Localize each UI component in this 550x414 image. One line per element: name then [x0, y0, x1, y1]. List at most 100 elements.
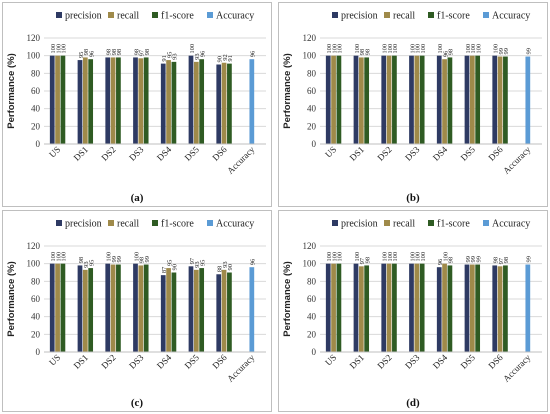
bar-precision: [188, 266, 194, 352]
bar-precision: [105, 263, 111, 352]
bar-precision: [188, 55, 194, 144]
data-label: 97: [189, 257, 196, 264]
data-label: 100: [382, 252, 389, 262]
data-label: 91: [227, 55, 234, 62]
data-label: 93: [83, 261, 90, 268]
data-label: 98: [144, 49, 151, 56]
data-label: 98: [493, 257, 500, 264]
legend-swatch: [152, 12, 158, 18]
data-label: 90: [217, 56, 224, 63]
bar-precision: [105, 57, 111, 144]
data-label: 99: [111, 256, 118, 263]
data-label: 90: [172, 264, 179, 271]
data-label: 90: [227, 264, 234, 271]
y-tick-label: 100: [27, 51, 41, 61]
legend-swatch: [56, 12, 62, 18]
bar-recall: [442, 263, 447, 352]
data-label: 98: [116, 49, 123, 56]
bar-precision: [216, 274, 222, 352]
bar-f1-score: [419, 55, 425, 144]
legend-swatch: [483, 220, 489, 226]
bar-f1-score: [475, 264, 481, 352]
bar-precision: [160, 63, 166, 144]
bar-recall: [221, 269, 227, 352]
legend-swatch: [56, 220, 62, 226]
data-label: 99: [526, 256, 533, 263]
bar-precision: [381, 263, 387, 352]
panel-caption: (a): [131, 192, 144, 204]
legend-label: f1-score: [161, 11, 194, 22]
data-label: 100: [50, 44, 57, 54]
data-label: 93: [194, 261, 201, 268]
bar-precision: [49, 55, 55, 144]
bar-f1-score: [60, 55, 66, 144]
y-tick-label: 80: [31, 68, 41, 78]
bar-recall: [166, 60, 171, 145]
bar-precision: [353, 55, 359, 144]
bar-f1-score: [475, 55, 481, 144]
data-label: 96: [250, 258, 257, 265]
y-tick-label: 40: [307, 104, 317, 114]
data-label: 98: [83, 49, 90, 56]
data-label: 100: [326, 252, 333, 262]
data-label: 100: [465, 44, 472, 54]
data-label: 100: [61, 252, 68, 262]
data-label: 99: [116, 256, 123, 263]
legend-label: precision: [341, 11, 378, 22]
data-label: 99: [526, 48, 533, 55]
data-label: 98: [448, 49, 455, 56]
data-label: 87: [161, 266, 168, 273]
panel-caption: (b): [406, 192, 420, 204]
legend-swatch: [483, 12, 489, 18]
data-label: 97: [498, 257, 505, 264]
data-label: 100: [493, 44, 500, 54]
data-label: 96: [199, 50, 206, 57]
panel-caption: (c): [131, 397, 144, 409]
data-label: 100: [409, 252, 416, 262]
legend-label: Accuracy: [216, 219, 254, 230]
legend-swatch: [384, 220, 390, 226]
data-label: 96: [88, 50, 95, 57]
bar-recall: [331, 263, 336, 352]
bar-f1-score: [116, 264, 121, 352]
data-label: 98: [503, 257, 510, 264]
y-tick-label: 0: [312, 347, 317, 357]
bar-recall: [138, 58, 144, 144]
legend-label: Accuracy: [492, 219, 530, 230]
data-label: 100: [470, 44, 477, 54]
data-label: 100: [55, 252, 62, 262]
bar-precision: [409, 55, 414, 144]
bar-recall: [82, 269, 88, 352]
data-label: 99: [475, 256, 482, 263]
y-tick-label: 120: [27, 33, 41, 43]
y-tick-label: 100: [27, 259, 41, 269]
bar-f1-score: [336, 263, 342, 352]
bar-recall: [193, 269, 199, 352]
bar-f1-score: [503, 265, 508, 352]
legend-swatch: [428, 220, 434, 226]
data-label: 100: [392, 252, 399, 262]
bar-f1-score: [199, 59, 205, 145]
legend-swatch: [207, 220, 213, 226]
y-axis-title: Performance (%): [6, 261, 17, 337]
data-label: 95: [166, 52, 173, 59]
y-tick-label: 80: [31, 276, 41, 286]
data-label: 93: [194, 53, 201, 60]
legend-label: precision: [65, 219, 102, 230]
panel-caption: (d): [406, 397, 420, 409]
y-tick-label: 60: [31, 86, 41, 96]
y-axis-title: Performance (%): [6, 53, 17, 129]
data-label: 98: [111, 49, 118, 56]
data-label: 98: [359, 49, 366, 56]
y-axis-title: Performance (%): [282, 53, 293, 129]
data-label: 96: [250, 50, 257, 57]
bar-precision: [133, 263, 138, 352]
data-label: 100: [331, 252, 338, 262]
bar-recall: [414, 55, 420, 144]
bar-precision: [492, 265, 498, 352]
legend-label: precision: [341, 219, 378, 230]
data-label: 95: [166, 260, 173, 267]
bar-recall: [193, 61, 199, 144]
bar-precision: [353, 263, 359, 352]
bar-recall: [469, 55, 475, 144]
